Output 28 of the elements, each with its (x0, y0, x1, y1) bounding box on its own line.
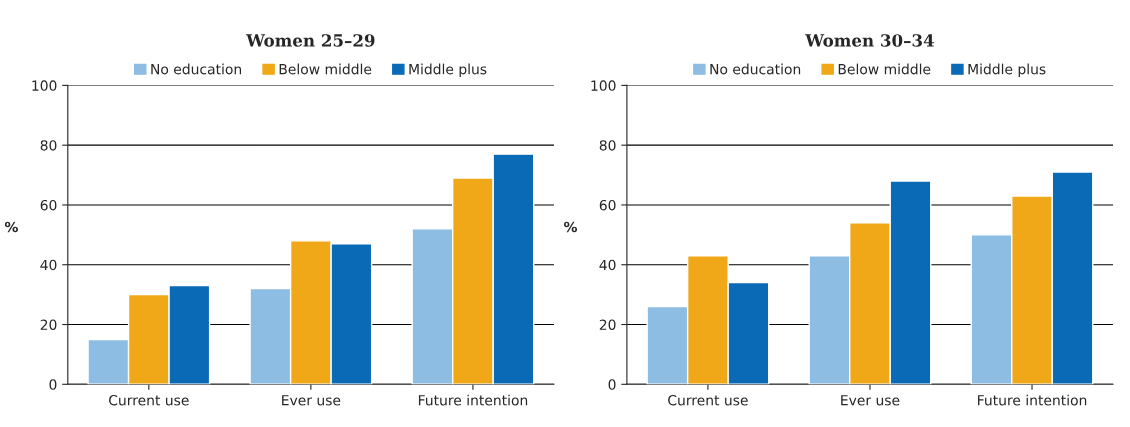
y-tick-label: 20 (599, 319, 616, 330)
y-axis-title: % (4, 221, 18, 233)
x-tick-label: Current use (109, 394, 189, 406)
y-tick-label: 100 (32, 80, 57, 91)
y-tick-label: 60 (599, 199, 616, 211)
x-tick-label: Ever use (282, 395, 341, 406)
x-tick-label: Current use (668, 394, 748, 406)
legend-label: Below middle (279, 63, 372, 75)
y-tick-label: 80 (40, 140, 57, 151)
legend-label: No education (710, 63, 801, 75)
legend-label: Middle plus (409, 63, 487, 78)
x-tick-label: Future intention (978, 394, 1087, 406)
y-tick-label: 0 (608, 379, 616, 390)
legend-label: Middle plus (968, 63, 1046, 78)
y-tick-label: 0 (49, 379, 57, 390)
y-tick-label: 40 (599, 259, 616, 271)
y-tick-label: 100 (591, 80, 616, 91)
chart-title: Women 30–34 (805, 34, 934, 47)
y-tick-label: 80 (599, 140, 616, 151)
y-tick-label: 20 (40, 319, 57, 330)
x-tick-label: Future intention (418, 394, 528, 406)
legend-label: Below middle (838, 63, 931, 75)
chart-title: Women 25–29 (246, 34, 375, 47)
y-tick-label: 40 (40, 259, 57, 271)
legend-label: No education (151, 63, 242, 75)
y-tick-label: 60 (40, 199, 57, 211)
y-axis-title: % (564, 221, 578, 233)
x-tick-label: Ever use (841, 395, 900, 406)
